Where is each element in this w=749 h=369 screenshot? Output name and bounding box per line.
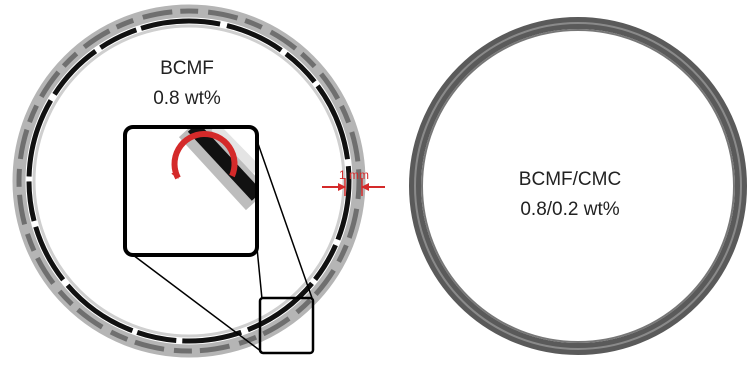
page: 1 mm BCMF 0.8 wt% BCMF/CMC 0.8/0.2 wt% (… (0, 0, 749, 364)
scale-label: 1 mm (339, 168, 369, 182)
left-concentration: 0.8 wt% (153, 88, 221, 109)
zoom-inset (125, 127, 257, 255)
right-concentration: 0.8/0.2 wt% (520, 199, 619, 220)
figure: 1 mm BCMF 0.8 wt% BCMF/CMC 0.8/0.2 wt% (0, 0, 749, 364)
right-label: BCMF/CMC (519, 169, 621, 190)
left-label: BCMF (160, 58, 214, 79)
